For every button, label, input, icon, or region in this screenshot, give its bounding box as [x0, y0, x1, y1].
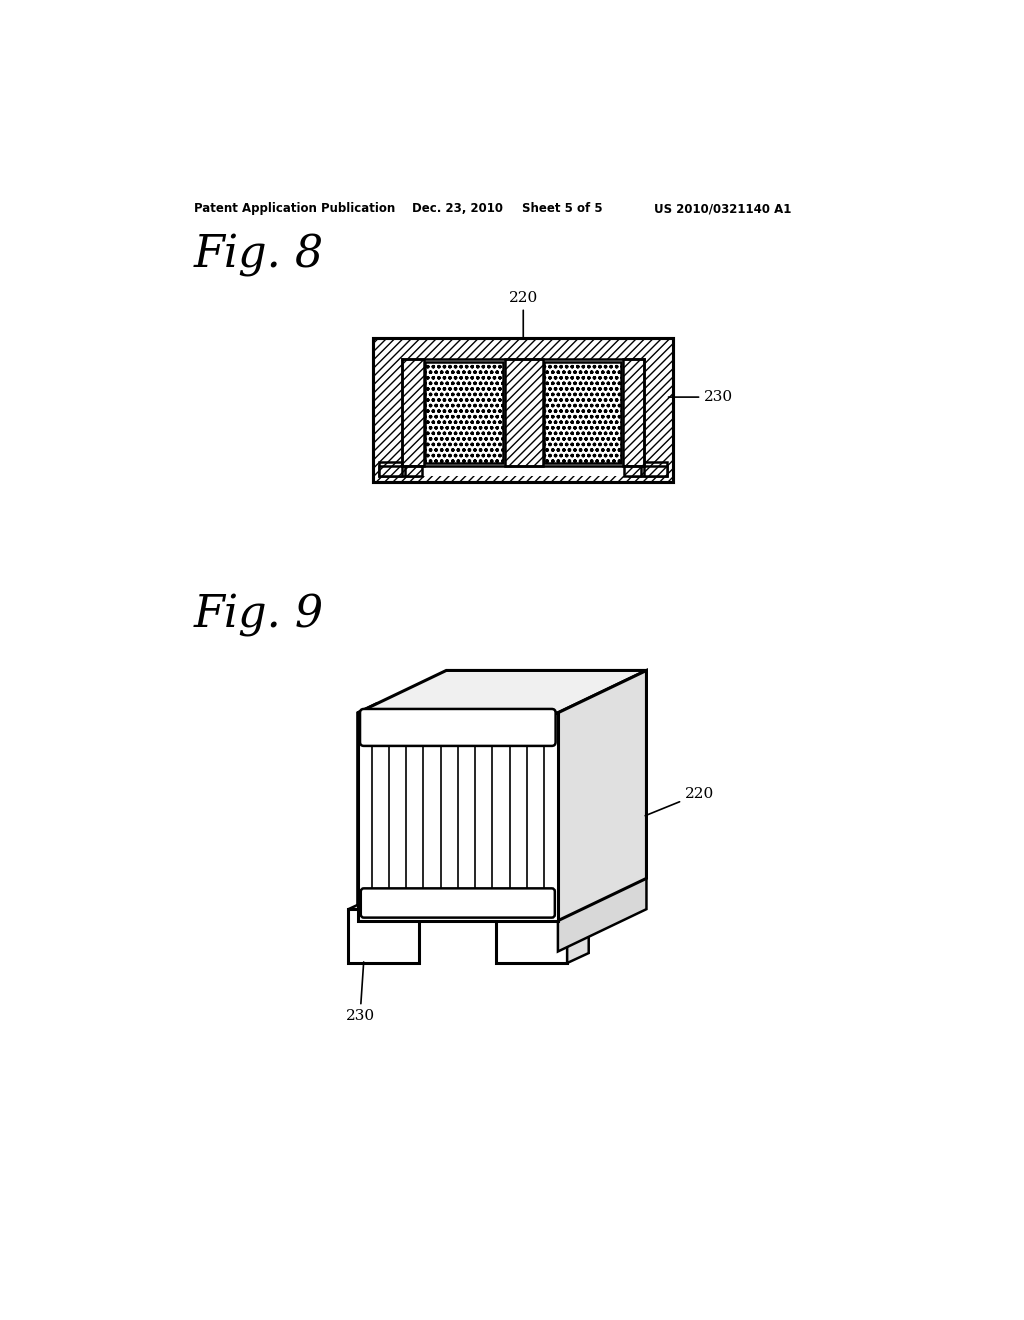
- FancyBboxPatch shape: [360, 888, 555, 917]
- Polygon shape: [357, 671, 646, 713]
- Bar: [402, 359, 424, 466]
- Text: Fig. 8: Fig. 8: [194, 234, 324, 277]
- Bar: [379, 466, 402, 475]
- Text: Dec. 23, 2010: Dec. 23, 2010: [412, 202, 503, 215]
- Bar: [379, 462, 418, 475]
- Text: 230: 230: [669, 391, 733, 404]
- FancyBboxPatch shape: [360, 709, 556, 746]
- Bar: [623, 359, 644, 466]
- Bar: [373, 338, 674, 482]
- Polygon shape: [567, 899, 589, 964]
- Polygon shape: [348, 909, 419, 964]
- Bar: [373, 338, 674, 482]
- Bar: [629, 462, 668, 475]
- Bar: [402, 359, 644, 466]
- Text: 220: 220: [645, 787, 714, 816]
- Bar: [505, 359, 543, 466]
- Text: Patent Application Publication: Patent Application Publication: [194, 202, 395, 215]
- Polygon shape: [558, 671, 646, 921]
- Bar: [379, 466, 668, 475]
- Text: Fig. 9: Fig. 9: [194, 594, 324, 636]
- Bar: [425, 363, 503, 463]
- Bar: [544, 363, 621, 463]
- Polygon shape: [348, 899, 441, 909]
- Bar: [406, 466, 422, 475]
- Text: US 2010/0321140 A1: US 2010/0321140 A1: [654, 202, 792, 215]
- Bar: [625, 466, 641, 475]
- Bar: [644, 466, 668, 475]
- Polygon shape: [357, 713, 558, 921]
- Text: 220: 220: [509, 290, 538, 339]
- Polygon shape: [558, 867, 646, 952]
- Polygon shape: [497, 909, 567, 964]
- Text: 230: 230: [345, 962, 375, 1023]
- Polygon shape: [357, 705, 376, 921]
- Text: Sheet 5 of 5: Sheet 5 of 5: [521, 202, 602, 215]
